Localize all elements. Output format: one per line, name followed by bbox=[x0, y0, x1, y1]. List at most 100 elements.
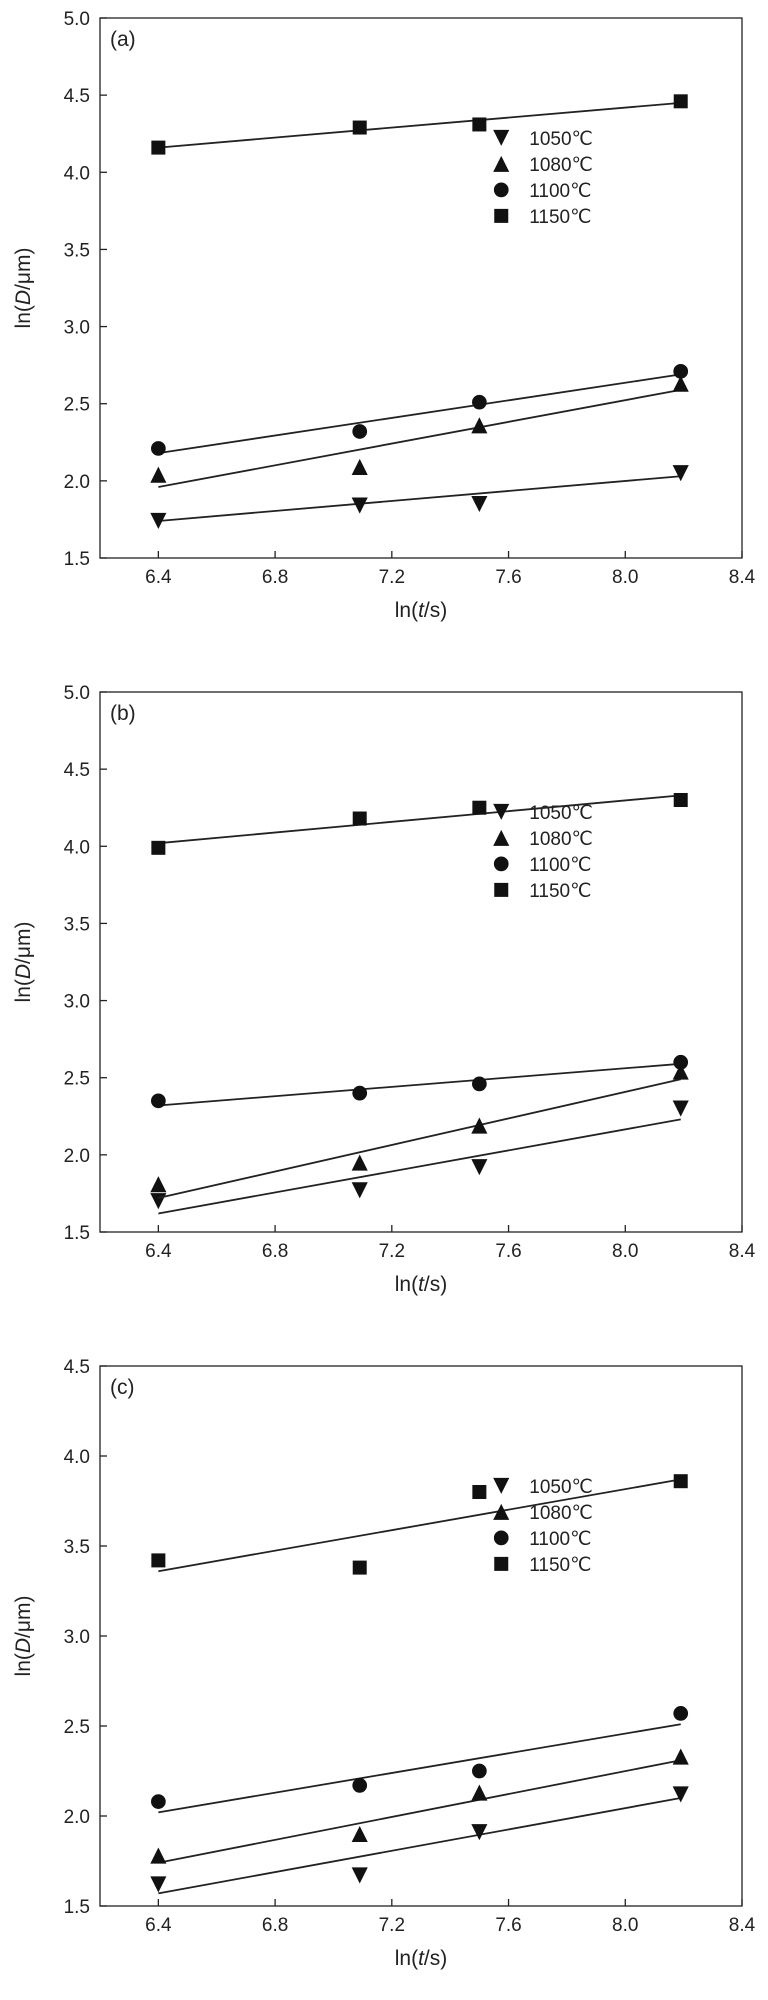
data-point bbox=[351, 1182, 368, 1199]
x-tick-label: 7.2 bbox=[379, 567, 405, 588]
x-axis-label: ln(t/s) bbox=[395, 599, 448, 622]
data-point bbox=[472, 1763, 487, 1779]
x-axis-label-part: t bbox=[418, 1273, 425, 1296]
y-axis-label-part: /μm) bbox=[12, 922, 35, 964]
chart-panel: 6.4 6.8 7.2 7.6 8.0 8.4 1.5 2.0 2.5 3.0 3.5 4.0 4.5 (… bbox=[12, 1357, 756, 1970]
legend-label: 1100℃ bbox=[529, 181, 591, 202]
x-tick-label: 6.4 bbox=[145, 1915, 172, 1936]
data-point bbox=[150, 1176, 167, 1193]
fit-line bbox=[158, 475, 681, 522]
y-tick-label: 1.5 bbox=[64, 1223, 90, 1244]
legend-marker bbox=[493, 129, 510, 146]
data-point bbox=[672, 465, 689, 482]
x-axis-label-part: /s) bbox=[424, 1273, 447, 1296]
data-point bbox=[352, 811, 367, 826]
legend-marker bbox=[493, 829, 510, 846]
x-tick-label: 8.0 bbox=[612, 1915, 638, 1936]
x-tick-label: 8.0 bbox=[612, 1241, 638, 1262]
y-tick-label: 4.5 bbox=[64, 86, 90, 107]
y-tick-label: 2.0 bbox=[64, 1146, 90, 1167]
fit-line bbox=[158, 1118, 681, 1215]
y-axis-label-part: ln( bbox=[12, 979, 35, 1002]
x-tick-label: 6.8 bbox=[262, 1241, 288, 1262]
legend-marker bbox=[493, 182, 509, 198]
legend-label: 1150℃ bbox=[529, 1555, 591, 1576]
panel-label: (c) bbox=[110, 1376, 135, 1399]
data-point bbox=[352, 1085, 368, 1101]
fit-line bbox=[158, 388, 681, 488]
legend-marker bbox=[494, 1556, 509, 1571]
data-point bbox=[472, 1485, 487, 1499]
plot-frame bbox=[99, 691, 743, 1233]
data-point bbox=[352, 120, 367, 135]
data-point bbox=[472, 117, 487, 132]
legend-marker bbox=[493, 856, 509, 872]
legend-marker bbox=[494, 208, 509, 223]
y-tick-label: 4.0 bbox=[64, 837, 90, 858]
fit-line bbox=[158, 1759, 681, 1864]
legend-label: 1080℃ bbox=[529, 829, 593, 850]
x-axis-label-part: ln( bbox=[395, 599, 418, 622]
data-point bbox=[351, 1825, 368, 1843]
data-point bbox=[151, 1093, 166, 1109]
y-tick-label: 1.5 bbox=[64, 1897, 90, 1918]
y-tick-label: 2.5 bbox=[64, 1069, 90, 1090]
data-point bbox=[150, 466, 167, 483]
legend-label: 1100℃ bbox=[529, 1529, 591, 1550]
data-point bbox=[150, 1193, 167, 1210]
fit-line bbox=[158, 794, 681, 845]
y-tick-label: 4.0 bbox=[64, 163, 90, 184]
fit-line bbox=[158, 1478, 681, 1573]
data-point bbox=[352, 1560, 367, 1575]
x-tick-label: 6.8 bbox=[262, 567, 288, 588]
legend-label: 1150℃ bbox=[529, 881, 591, 902]
data-point bbox=[471, 495, 488, 513]
x-tick-label: 7.6 bbox=[495, 1915, 521, 1936]
data-point bbox=[151, 1553, 166, 1568]
x-tick-label: 8.4 bbox=[729, 567, 756, 588]
y-tick-label: 2.5 bbox=[64, 1717, 90, 1738]
y-tick-label: 3.5 bbox=[64, 1537, 90, 1558]
y-axis-label-part: /μm) bbox=[12, 248, 35, 290]
data-point bbox=[472, 394, 487, 410]
panel-label: (b) bbox=[110, 702, 136, 725]
chart-panel: 6.4 6.8 7.2 7.6 8.0 8.4 1.5 2.0 2.5 3.0 3.5 4.0 4.5 5… bbox=[12, 683, 756, 1296]
legend-label: 1080℃ bbox=[529, 155, 593, 176]
fit-line bbox=[158, 1797, 681, 1895]
y-axis-label-part: D bbox=[12, 964, 35, 979]
data-point bbox=[471, 417, 488, 434]
legend-label: 1150℃ bbox=[529, 207, 591, 228]
x-tick-label: 7.6 bbox=[495, 567, 521, 588]
y-tick-label: 3.0 bbox=[64, 318, 90, 339]
x-tick-label: 7.2 bbox=[379, 1241, 405, 1262]
fit-line bbox=[158, 1078, 681, 1199]
y-axis-label-part: /μm) bbox=[12, 1596, 35, 1638]
y-tick-label: 2.5 bbox=[64, 395, 90, 416]
legend-label: 1050℃ bbox=[529, 803, 593, 824]
y-tick-label: 4.5 bbox=[64, 1357, 90, 1378]
data-point bbox=[150, 1847, 167, 1864]
legend-label: 1050℃ bbox=[529, 1477, 593, 1498]
x-axis-label-part: /s) bbox=[424, 599, 447, 622]
x-tick-label: 8.4 bbox=[729, 1915, 756, 1936]
legend-marker bbox=[493, 1530, 509, 1546]
chart-panel: 6.4 6.8 7.2 7.6 8.0 8.4 1.5 2.0 2.5 3.0 3.5 4.0 4.5 5… bbox=[12, 9, 756, 622]
data-point bbox=[673, 1474, 688, 1489]
x-tick-label: 7.2 bbox=[379, 1915, 405, 1936]
x-tick-label: 8.4 bbox=[729, 1241, 756, 1262]
data-point bbox=[672, 1786, 689, 1803]
y-axis-label-part: ln( bbox=[12, 1653, 35, 1676]
plot-frame bbox=[99, 17, 743, 559]
data-point bbox=[672, 375, 689, 392]
data-point bbox=[352, 1778, 368, 1793]
x-tick-label: 6.8 bbox=[262, 1915, 288, 1936]
fit-line bbox=[158, 1062, 681, 1107]
y-tick-label: 2.0 bbox=[64, 472, 90, 493]
data-point bbox=[351, 497, 368, 514]
data-point bbox=[351, 458, 368, 476]
legend-marker bbox=[494, 882, 509, 897]
legend-marker bbox=[493, 1503, 510, 1520]
data-point bbox=[151, 840, 166, 855]
x-axis-label-part: ln( bbox=[395, 1273, 418, 1296]
